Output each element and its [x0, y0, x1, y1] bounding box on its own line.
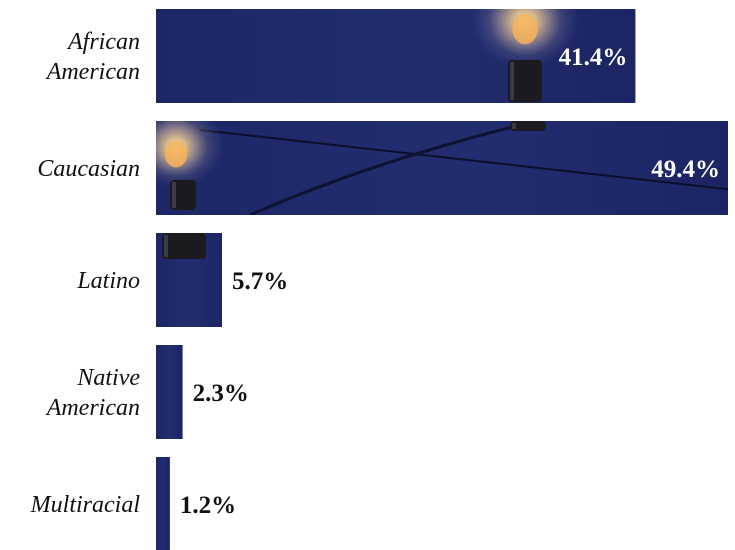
value-label-latino: 5.7%: [232, 268, 288, 295]
bulb-socket-icon: [510, 121, 546, 131]
category-label-caucasian: Caucasian: [37, 156, 140, 182]
bulb-socket-icon: [162, 233, 206, 259]
light-bulb-icon: [471, 9, 579, 73]
bar-photo-texture: [156, 9, 728, 259]
category-label-multiracial: Multiracial: [30, 492, 141, 518]
value-label-native-american: 2.3%: [193, 380, 249, 407]
category-label-latino: Latino: [76, 268, 140, 294]
bar-native-american: [156, 345, 183, 439]
light-bulb-icon: [156, 121, 224, 192]
bar-multiracial: [156, 457, 170, 550]
category-label-african-american-line-2: American: [45, 59, 140, 85]
category-label-african-american-line-1: African: [66, 29, 140, 55]
value-label-multiracial: 1.2%: [180, 492, 236, 519]
bulb-socket-icon: [508, 60, 542, 102]
bulb-socket-icon: [170, 180, 196, 210]
category-label-native-american-line-1: Native: [76, 365, 140, 391]
category-label-native-american-line-2: American: [45, 395, 140, 421]
value-label-african-american: 41.4%: [559, 44, 628, 71]
value-label-caucasian: 49.4%: [651, 156, 720, 183]
labels-layer: African American 41.4% Caucasian 49.4% Latino…: [30, 29, 720, 519]
wire-lines: [199, 123, 728, 215]
